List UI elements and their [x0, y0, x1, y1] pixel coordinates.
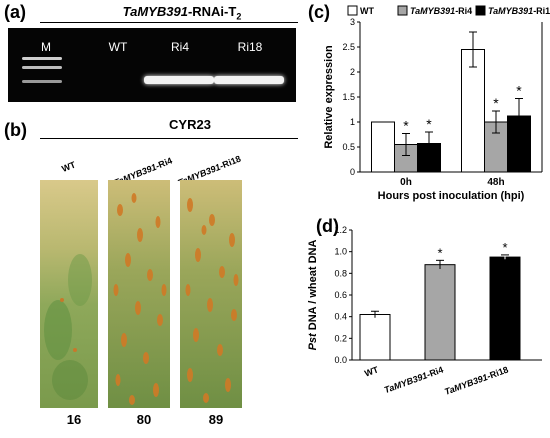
y-axis-title: Pst DNA / wheat DNA — [307, 240, 319, 351]
legend-swatch — [347, 5, 358, 16]
panel-d-letter: (d) — [316, 216, 339, 236]
bar — [359, 314, 391, 361]
y-tick-label: 1 — [350, 117, 355, 127]
x-tick-label-rest: -Ri18 — [486, 364, 510, 381]
y-axis-title: Relative expression — [323, 45, 335, 149]
leaf-ri4 — [108, 180, 170, 408]
panel-a-title-suffix: -RNAi-T — [187, 4, 237, 19]
x-tick-label: TaMYB391-Ri4 — [383, 364, 445, 395]
significance-mark: * — [502, 240, 507, 255]
leaf-label-wt: WT — [60, 159, 77, 174]
bar — [461, 49, 485, 173]
x-tick-label-rest: WT — [363, 364, 380, 378]
score-ri4: 80 — [136, 412, 152, 427]
x-tick-label: WT — [363, 364, 380, 378]
legend-label: TaMYB391-Ri18 — [488, 6, 550, 16]
y-tick-label: 0.4 — [334, 312, 347, 322]
marker-band — [22, 66, 62, 69]
panel-a-letter: (a) — [4, 2, 26, 22]
leaf-ri18 — [180, 180, 242, 408]
significance-mark: * — [493, 95, 499, 111]
y-tick-label: 0.5 — [342, 142, 355, 152]
y-tick-label: 2 — [350, 67, 355, 77]
y-tick-label: 0.8 — [334, 268, 347, 278]
y-tick-label: 2.5 — [342, 42, 355, 52]
y-axis-title-italic: Pst — [307, 332, 319, 350]
x-tick-label-italic: TaMYB391 — [443, 372, 489, 397]
panel-b-rule — [40, 138, 298, 139]
x-axis-title: Hours post inoculation (hpi) — [378, 190, 525, 202]
significance-mark: * — [403, 118, 409, 134]
y-tick-label: 1.2 — [334, 225, 347, 235]
x-tick-label-italic: TaMYB391 — [383, 370, 429, 395]
significance-mark: * — [437, 245, 442, 260]
chart-d: 0.0 0.2 0.4 0.6 0.8 1.0 1.2 Pst DNA / wheat DNA… — [307, 225, 542, 397]
panel-c-letter: (c) — [308, 2, 330, 22]
x-tick-label: TaMYB391-Ri18 — [443, 364, 510, 396]
lane-label-ri18: Ri18 — [237, 40, 263, 54]
leaf-photos — [40, 180, 242, 408]
y-tick-label: 3 — [350, 17, 355, 27]
leaf-wt — [40, 180, 98, 408]
legend-swatch — [397, 5, 408, 16]
legend-label-italic: TaMYB391 — [488, 6, 533, 16]
panel-a-title: TaMYB391-RNAi-T2 — [72, 4, 292, 22]
y-tick-label: 0.6 — [334, 290, 347, 300]
legend-label: TaMYB391-Ri4 — [410, 6, 472, 16]
bar — [371, 121, 395, 173]
legend-label-rest: -Ri18 — [533, 6, 550, 16]
legend-label-italic: TaMYB391 — [410, 6, 455, 16]
bar — [424, 264, 456, 361]
panel-a-title-sub: 2 — [236, 11, 242, 22]
significance-mark: * — [426, 116, 432, 132]
legend-swatch — [475, 5, 486, 16]
band-ri18 — [214, 76, 284, 84]
lane-label-wt: WT — [108, 40, 128, 54]
panel-a-title-gene: TaMYB391 — [122, 4, 188, 19]
panel-b-letter: (b) — [4, 120, 27, 140]
band-ri4 — [144, 76, 214, 84]
legend-label-rest: WT — [360, 6, 374, 16]
score-wt: 16 — [66, 412, 82, 427]
y-axis-title-rest: DNA / wheat DNA — [307, 240, 319, 334]
legend-label-rest: -Ri4 — [455, 6, 472, 16]
legend-label: WT — [360, 6, 374, 16]
marker-band — [22, 57, 62, 60]
y-tick-label: 1.0 — [334, 247, 347, 257]
significance-mark: * — [516, 83, 522, 99]
score-ri18: 89 — [208, 412, 224, 427]
lane-label-ri4: Ri4 — [170, 40, 189, 54]
x-tick-label: 48h — [487, 177, 504, 188]
bar — [489, 256, 521, 361]
panel-b-title: CYR23 — [169, 117, 211, 132]
x-tick-label-rest: -Ri4 — [425, 364, 444, 379]
panel-a-rule — [40, 22, 298, 23]
marker-band — [22, 80, 62, 83]
lane-label-m: M — [41, 40, 51, 54]
gel-image: M WT Ri4 Ri18 — [8, 28, 296, 102]
y-tick-label: 0 — [350, 167, 355, 177]
y-tick-label: 1.5 — [342, 92, 355, 102]
y-tick-label: 0.0 — [334, 355, 347, 365]
chart-c: WTTaMYB391-Ri4TaMYB391-Ri1800.511.522.53… — [323, 5, 550, 202]
y-tick-label: 0.2 — [334, 333, 347, 343]
x-tick-label: 0h — [400, 177, 412, 188]
